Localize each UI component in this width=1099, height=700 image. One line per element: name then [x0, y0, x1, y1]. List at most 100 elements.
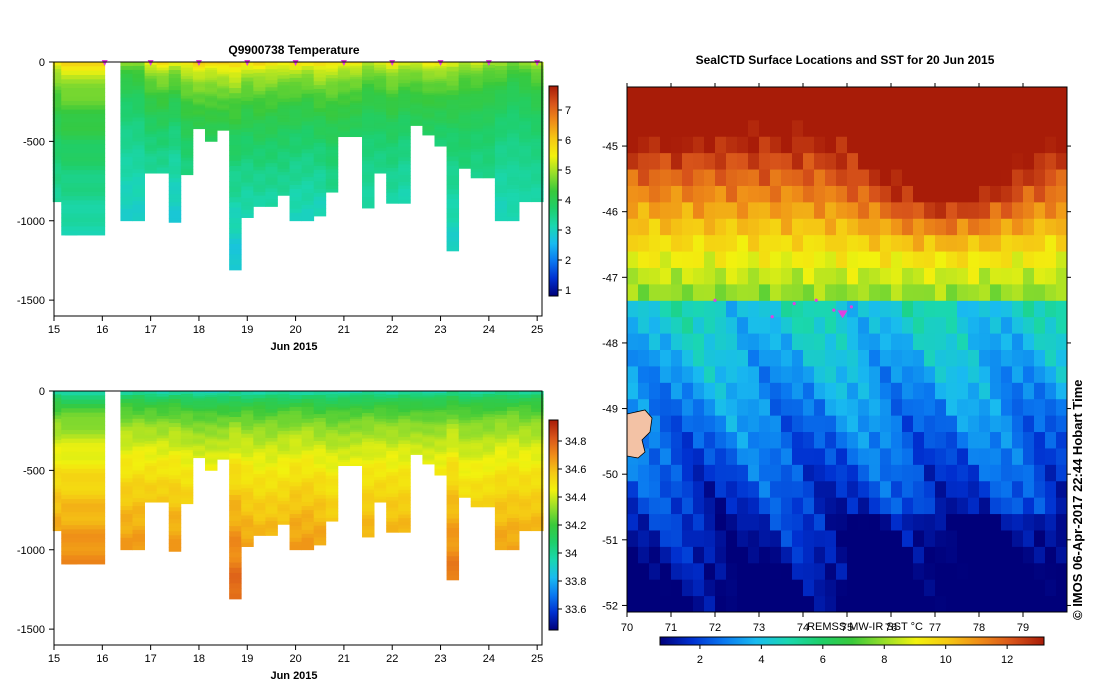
profile-cell [289, 69, 303, 75]
sst-cell [913, 234, 925, 252]
profile-cell [494, 117, 508, 122]
sst-cell [759, 119, 771, 137]
profile-cell [277, 444, 290, 449]
sst-cell [990, 201, 1002, 219]
sst-cell [715, 349, 727, 367]
profile-cell [241, 81, 254, 86]
profile-cell [61, 135, 106, 141]
profile-cell [241, 391, 254, 396]
colorbar-tick-label: 5 [565, 165, 571, 177]
profile-cell [482, 434, 496, 438]
profile-cell [458, 473, 472, 477]
sst-cell [770, 333, 782, 350]
sst-cell [869, 185, 881, 203]
profile-cell [241, 213, 254, 218]
profile-cell [52, 453, 66, 458]
profile-cell [156, 432, 170, 436]
sst-cell [627, 87, 639, 104]
sst-cell [638, 136, 650, 154]
profile-cell [156, 109, 170, 113]
profile-cell [229, 254, 242, 260]
profile-cell [398, 153, 411, 158]
sst-cell [924, 382, 936, 400]
profile-cell [434, 91, 447, 94]
profile-cell [289, 434, 303, 440]
profile-cell [374, 117, 387, 121]
profile-cell [217, 79, 230, 82]
profile-cell [265, 513, 278, 518]
sst-cell [968, 349, 980, 367]
profile-cell [434, 401, 447, 405]
profile-cell [349, 437, 363, 440]
profile-cell [362, 69, 375, 74]
profile-cell [253, 474, 266, 479]
profile-cell [61, 174, 106, 180]
profile-cell [386, 122, 399, 126]
sst-cell [726, 415, 738, 433]
sst-cell [748, 595, 760, 612]
sst-cell [869, 431, 881, 449]
sst-cell [957, 579, 969, 597]
sst-cell [880, 365, 892, 383]
sst-cell [924, 497, 936, 515]
sst-cell [1056, 382, 1067, 400]
sst-cell [891, 447, 903, 465]
sst-cell [968, 251, 980, 268]
sst-cell [968, 103, 980, 121]
profile-cell [506, 537, 520, 543]
map-x-tick-label: 75 [841, 622, 853, 634]
sst-cell [693, 333, 705, 350]
profile-cell [168, 419, 182, 424]
sst-cell [990, 480, 1002, 498]
profile-cell [52, 128, 66, 133]
profile-cell [531, 495, 544, 500]
profile-cell [458, 67, 472, 71]
profile-cell [458, 417, 472, 421]
profile-cell [531, 79, 544, 84]
sst-cell [759, 513, 771, 531]
profile-cell [156, 159, 170, 163]
profile-cell [156, 424, 170, 428]
profile-cell [180, 486, 194, 491]
profile-cell [531, 75, 544, 80]
profile-cell [325, 407, 339, 411]
profile-cell [61, 113, 106, 119]
sst-cell [1045, 87, 1057, 104]
profile-cell [458, 107, 472, 111]
profile-cell [313, 541, 327, 546]
profile-cell [144, 64, 158, 68]
profile-cell [519, 145, 532, 150]
sst-cell [1001, 562, 1013, 580]
sst-cell [979, 103, 991, 121]
profile-cell [156, 438, 170, 442]
profile-cell [217, 91, 230, 94]
profile-cell [144, 482, 158, 486]
sst-cell [1034, 595, 1046, 612]
sst-cell [682, 464, 694, 482]
profile-cell [519, 93, 532, 98]
profile-cell [61, 421, 106, 427]
profile-cell [120, 105, 133, 111]
sst-cell [704, 447, 716, 465]
profile-cell [120, 169, 133, 174]
sst-cell [1056, 316, 1067, 334]
profile-cell [325, 491, 339, 496]
profile-cell [217, 457, 230, 460]
profile-cell [241, 89, 254, 94]
profile-cell [362, 160, 375, 165]
profile-cell [144, 416, 158, 420]
profile-cell [337, 127, 351, 130]
profile-cell [531, 471, 544, 476]
sst-cell [737, 349, 749, 367]
sst-cell [781, 415, 793, 433]
profile-cell [132, 185, 145, 190]
profile-cell [519, 418, 532, 423]
profile-cell [362, 131, 375, 136]
profile-cell [531, 159, 544, 164]
profile-cell [531, 124, 544, 129]
profile-cell [61, 533, 106, 539]
profile-cell [494, 450, 508, 455]
profile-cell [446, 391, 460, 397]
profile-cell [277, 165, 290, 170]
sst-cell [880, 415, 892, 433]
